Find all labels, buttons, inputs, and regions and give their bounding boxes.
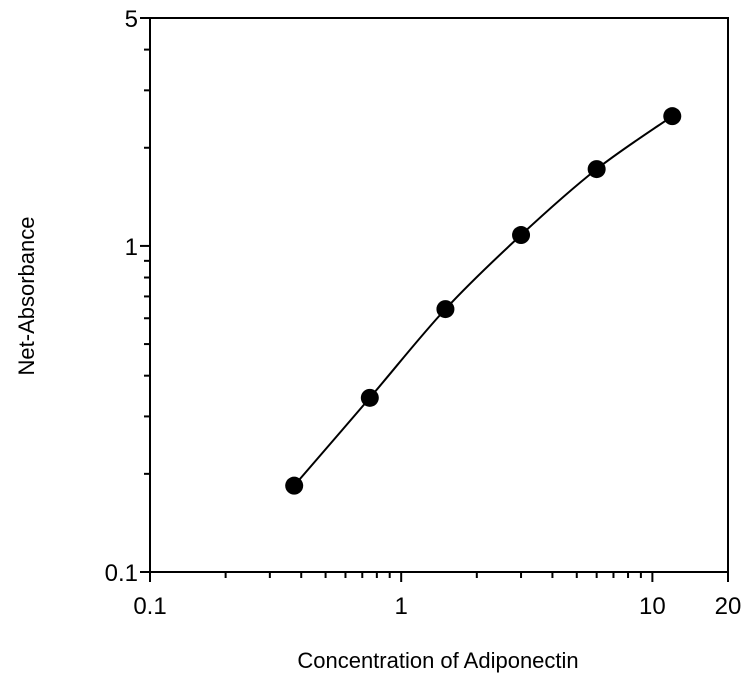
y-axis-title: Net-Absorbance bbox=[14, 217, 39, 376]
x-tick-label: 1 bbox=[395, 593, 408, 620]
y-tick-label: 0.1 bbox=[105, 560, 138, 587]
data-point bbox=[360, 388, 379, 407]
data-point bbox=[285, 476, 304, 495]
data-point bbox=[663, 107, 682, 126]
x-axis-title: Concentration of Adiponectin bbox=[297, 648, 578, 673]
x-tick-label: 0.1 bbox=[133, 593, 166, 620]
plot-frame bbox=[149, 17, 729, 573]
y-tick-label: 1 bbox=[125, 234, 138, 261]
y-tick-label: 5 bbox=[125, 6, 138, 33]
data-point bbox=[436, 300, 455, 319]
data-point bbox=[587, 160, 606, 179]
x-tick-label: 20 bbox=[715, 593, 742, 620]
x-tick-label: 10 bbox=[639, 593, 666, 620]
data-point bbox=[512, 226, 531, 245]
series-line bbox=[293, 115, 673, 487]
